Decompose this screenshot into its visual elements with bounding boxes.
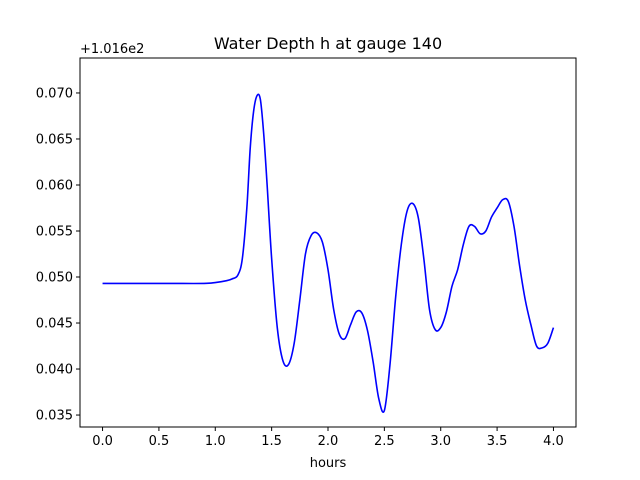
x-axis-ticks: 0.0 0.5 1.0 1.5 2.0 2.5 3.0 3.5 4.0 — [92, 427, 564, 449]
y-tick-label: 0.065 — [36, 132, 73, 147]
y-tick-label: 0.070 — [36, 86, 73, 101]
plot-frame — [79, 57, 577, 428]
y-tick-label: 0.055 — [36, 224, 73, 239]
x-tick-label: 2.0 — [318, 434, 339, 449]
x-tick-label: 2.5 — [374, 434, 395, 449]
y-tick-label: 0.045 — [36, 317, 73, 332]
x-tick-label: 0.0 — [92, 434, 113, 449]
x-axis-label: hours — [310, 456, 347, 471]
x-tick-label: 3.0 — [430, 434, 451, 449]
x-tick-label: 1.5 — [261, 434, 282, 449]
y-tick-label: 0.050 — [36, 271, 73, 286]
y-offset-label: +1.016e2 — [80, 42, 144, 57]
x-tick-label: 1.0 — [205, 434, 226, 449]
x-tick-label: 0.5 — [149, 434, 170, 449]
chart-title: Water Depth h at gauge 140 — [214, 34, 442, 53]
y-tick-label: 0.060 — [36, 178, 73, 193]
series-line-0 — [102, 93, 555, 413]
y-axis-ticks: 0.035 0.040 0.045 0.050 0.055 0.060 0.065 0.070 — [36, 86, 80, 424]
y-tick-label: 0.040 — [36, 363, 73, 378]
x-tick-label: 3.5 — [487, 434, 508, 449]
series-layer — [102, 93, 555, 413]
x-tick-label: 4.0 — [543, 434, 564, 449]
y-tick-label: 0.035 — [36, 409, 73, 424]
